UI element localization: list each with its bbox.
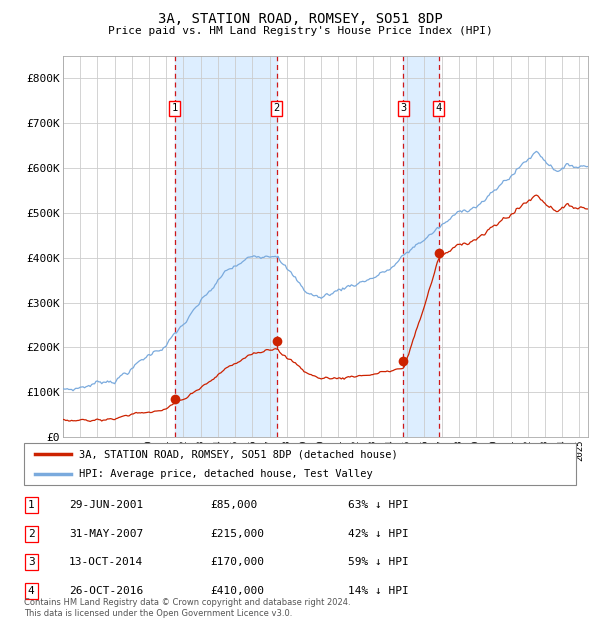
Text: 42% ↓ HPI: 42% ↓ HPI bbox=[348, 529, 409, 539]
Bar bbox=[403, 56, 439, 437]
Text: Price paid vs. HM Land Registry's House Price Index (HPI): Price paid vs. HM Land Registry's House … bbox=[107, 26, 493, 36]
Text: 1: 1 bbox=[28, 500, 35, 510]
Text: 3: 3 bbox=[28, 557, 35, 567]
Text: 13-OCT-2014: 13-OCT-2014 bbox=[69, 557, 143, 567]
Text: 3: 3 bbox=[400, 104, 407, 113]
Text: 63% ↓ HPI: 63% ↓ HPI bbox=[348, 500, 409, 510]
Text: 2: 2 bbox=[28, 529, 35, 539]
Text: £410,000: £410,000 bbox=[210, 586, 264, 596]
Bar bbox=[175, 56, 277, 437]
Text: 29-JUN-2001: 29-JUN-2001 bbox=[69, 500, 143, 510]
Text: 2: 2 bbox=[274, 104, 280, 113]
Text: 1: 1 bbox=[172, 104, 178, 113]
Text: 3A, STATION ROAD, ROMSEY, SO51 8DP (detached house): 3A, STATION ROAD, ROMSEY, SO51 8DP (deta… bbox=[79, 450, 398, 459]
Text: £85,000: £85,000 bbox=[210, 500, 257, 510]
Text: Contains HM Land Registry data © Crown copyright and database right 2024.
This d: Contains HM Land Registry data © Crown c… bbox=[24, 598, 350, 618]
Text: 4: 4 bbox=[436, 104, 442, 113]
Text: 3A, STATION ROAD, ROMSEY, SO51 8DP: 3A, STATION ROAD, ROMSEY, SO51 8DP bbox=[158, 12, 442, 27]
Text: £170,000: £170,000 bbox=[210, 557, 264, 567]
Text: 59% ↓ HPI: 59% ↓ HPI bbox=[348, 557, 409, 567]
Text: 14% ↓ HPI: 14% ↓ HPI bbox=[348, 586, 409, 596]
Text: 4: 4 bbox=[28, 586, 35, 596]
Text: 26-OCT-2016: 26-OCT-2016 bbox=[69, 586, 143, 596]
Text: 31-MAY-2007: 31-MAY-2007 bbox=[69, 529, 143, 539]
FancyBboxPatch shape bbox=[24, 443, 576, 485]
Text: HPI: Average price, detached house, Test Valley: HPI: Average price, detached house, Test… bbox=[79, 469, 373, 479]
Text: £215,000: £215,000 bbox=[210, 529, 264, 539]
